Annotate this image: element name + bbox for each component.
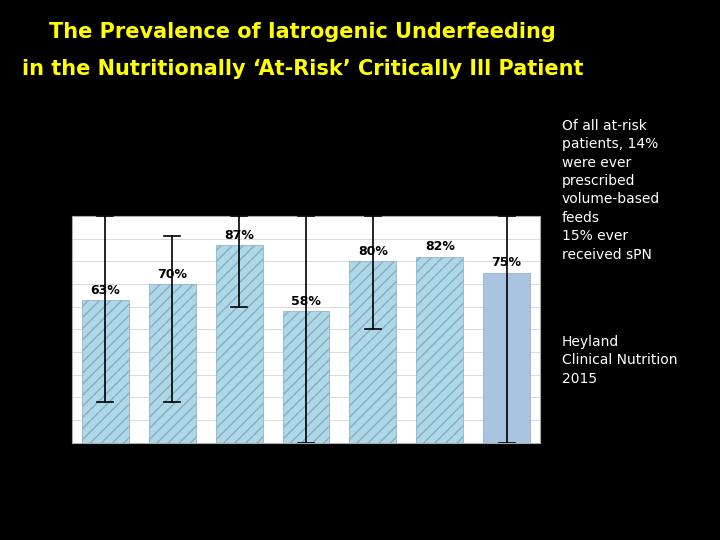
Text: Heyland
Clinical Nutrition
2015: Heyland Clinical Nutrition 2015: [562, 335, 677, 386]
Text: 80%: 80%: [358, 245, 388, 258]
Y-axis label: % Patients not Achieve Minimum of 80%
over Stay in ICU: % Patients not Achieve Minimum of 80% ov…: [12, 224, 33, 435]
Bar: [82, 300, 129, 443]
Text: Of all at-risk
patients, 14%
were ever
prescribed
volume-based
feeds
15% ever
re: Of all at-risk patients, 14% were ever p…: [562, 119, 660, 261]
Bar: [483, 273, 530, 443]
Bar: [216, 246, 263, 443]
Bar: [282, 311, 329, 443]
Text: 87%: 87%: [224, 229, 254, 242]
Text: 58%: 58%: [291, 295, 321, 308]
Text: The Prevalence of Iatrogenic Underfeeding: The Prevalence of Iatrogenic Underfeedin…: [49, 22, 556, 42]
Text: targets (80% overall energy adequacy): targets (80% overall energy adequacy): [175, 184, 437, 197]
Text: 70%: 70%: [157, 268, 187, 281]
Text: 75%: 75%: [492, 256, 521, 269]
Text: 82%: 82%: [425, 240, 454, 253]
Bar: [349, 261, 396, 443]
Bar: [416, 257, 463, 443]
Text: % high risk patients who failed to meet minimal quality: % high risk patients who failed to meet …: [121, 160, 491, 173]
Bar: [149, 284, 196, 443]
Text: in the Nutritionally ‘At-Risk’ Critically Ill Patient: in the Nutritionally ‘At-Risk’ Criticall…: [22, 59, 583, 79]
Text: 63%: 63%: [91, 284, 120, 296]
Text: % high risk patients: % high risk patients: [228, 168, 384, 183]
